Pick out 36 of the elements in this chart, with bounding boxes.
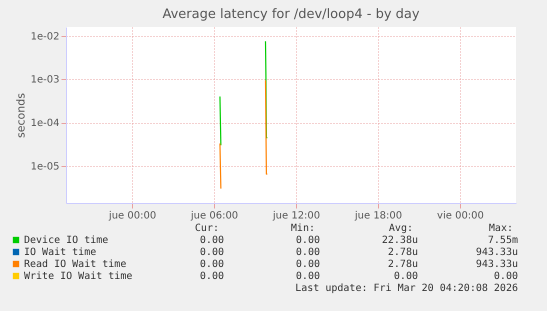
text: Cur: (194, 223, 219, 234)
text: 0.00 (200, 235, 224, 246)
text: 0.00 (394, 271, 418, 282)
text: 2.78u (388, 259, 418, 270)
legend-label: IO Wait time (24, 247, 96, 258)
x-tick-label: jue 06:00 (190, 210, 238, 222)
text: 0.00 (296, 247, 320, 258)
x-tick-label: jue 12:00 (272, 210, 320, 222)
y-tick-label: 1e-02 (30, 31, 60, 42)
text: 0.00 (200, 259, 224, 270)
text: 943.33u (476, 259, 518, 270)
x-tick-label: jue 18:00 (354, 210, 402, 222)
chart-title: Average latency for /dev/loop4 - by day (162, 7, 420, 22)
text: Max: (488, 223, 513, 234)
legend-label: Device IO time (24, 235, 108, 246)
legend-label: Read IO Wait time (24, 259, 126, 270)
text: 0.00 (296, 235, 320, 246)
text: Last update: Fri Mar 20 04:20:08 2026 (295, 283, 518, 294)
text: Min: (290, 223, 315, 234)
y-tick-label: 1e-05 (30, 161, 60, 172)
text: 0.00 (296, 271, 320, 282)
text: 0.00 (296, 259, 320, 270)
text: 22.38u (382, 235, 418, 246)
y-tick-label: 1e-03 (30, 74, 60, 86)
text: 0.00 (200, 271, 224, 282)
x-tick-label: jue 00:00 (108, 210, 156, 222)
text: Avg: (388, 223, 413, 234)
text: 2.78u (388, 247, 418, 258)
y-axis-title: seconds (14, 92, 28, 138)
text: 0.00 (494, 271, 518, 282)
text: 7.55m (488, 235, 518, 246)
legend-label: Write IO Wait time (24, 271, 132, 282)
text: 943.33u (476, 247, 518, 258)
y-tick-label: 1e-04 (30, 118, 60, 130)
text: 0.00 (200, 247, 224, 258)
x-tick-label: vie 00:00 (437, 210, 484, 222)
